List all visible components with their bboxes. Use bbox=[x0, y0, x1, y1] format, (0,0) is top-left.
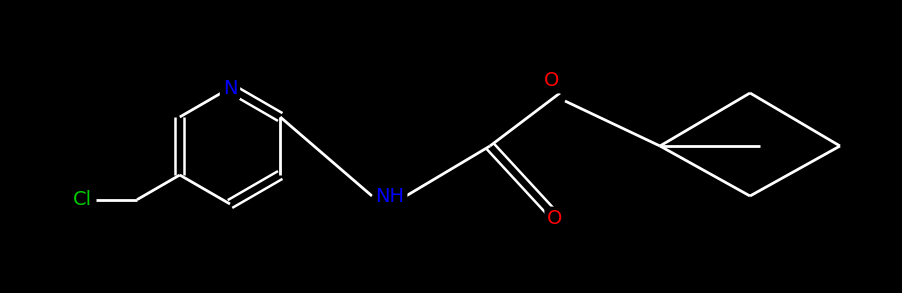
Text: O: O bbox=[548, 209, 563, 229]
Text: O: O bbox=[544, 71, 559, 91]
Text: NH: NH bbox=[375, 187, 404, 205]
Text: N: N bbox=[223, 79, 237, 98]
Text: Cl: Cl bbox=[72, 190, 92, 209]
